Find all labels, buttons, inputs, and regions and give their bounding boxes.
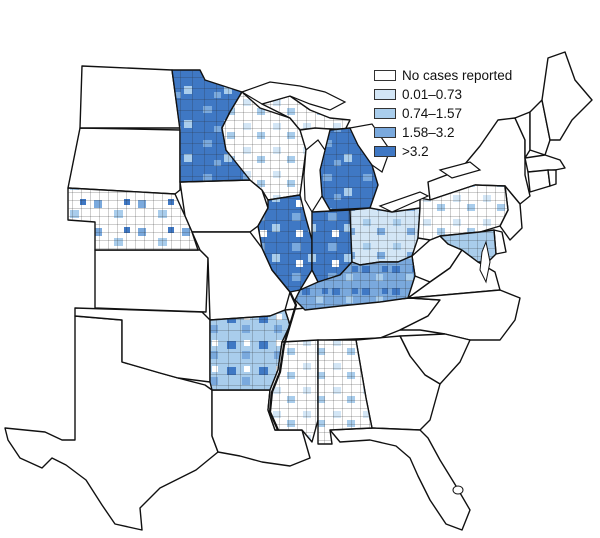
lake-erie [378, 191, 430, 213]
state-south-dakota [67, 127, 181, 195]
state-massachusetts [524, 154, 566, 173]
legend-swatch-1 [374, 89, 396, 100]
state-vermont [514, 111, 531, 159]
mississippi-river [268, 291, 298, 431]
legend-item: >3.2 [374, 142, 512, 161]
legend-item: 1.58–3.2 [374, 123, 512, 142]
state-connecticut [527, 169, 551, 193]
lake-superior [240, 81, 347, 111]
legend-label: No cases reported [402, 68, 513, 83]
chesapeake-bay [479, 240, 491, 284]
legend-label: >3.2 [402, 144, 429, 159]
legend: No cases reported 0.01–0.73 0.74–1.57 1.… [374, 66, 512, 161]
state-north-dakota [79, 65, 181, 129]
legend-swatch-4 [374, 146, 396, 157]
legend-swatch-no-cases [374, 70, 396, 81]
legend-label: 0.74–1.57 [402, 106, 463, 121]
lake-ontario [438, 161, 482, 179]
state-oklahoma [74, 307, 211, 383]
great-lakes [240, 81, 482, 214]
legend-swatch-2 [374, 108, 396, 119]
lake-michigan [303, 139, 326, 214]
state-new-hampshire [529, 99, 551, 156]
legend-item: 0.01–0.73 [374, 85, 512, 104]
legend-swatch-3 [374, 127, 396, 138]
state-rhode-island [547, 169, 557, 187]
legend-item: 0.74–1.57 [374, 104, 512, 123]
legend-label: 0.01–0.73 [402, 87, 463, 102]
legend-label: 1.58–3.2 [402, 125, 455, 140]
state-iowa [179, 179, 269, 233]
lake-okeechobee [452, 485, 464, 495]
state-kansas [94, 249, 209, 313]
state-maine [541, 51, 593, 141]
legend-item: No cases reported [374, 66, 512, 85]
state-florida [329, 427, 471, 531]
